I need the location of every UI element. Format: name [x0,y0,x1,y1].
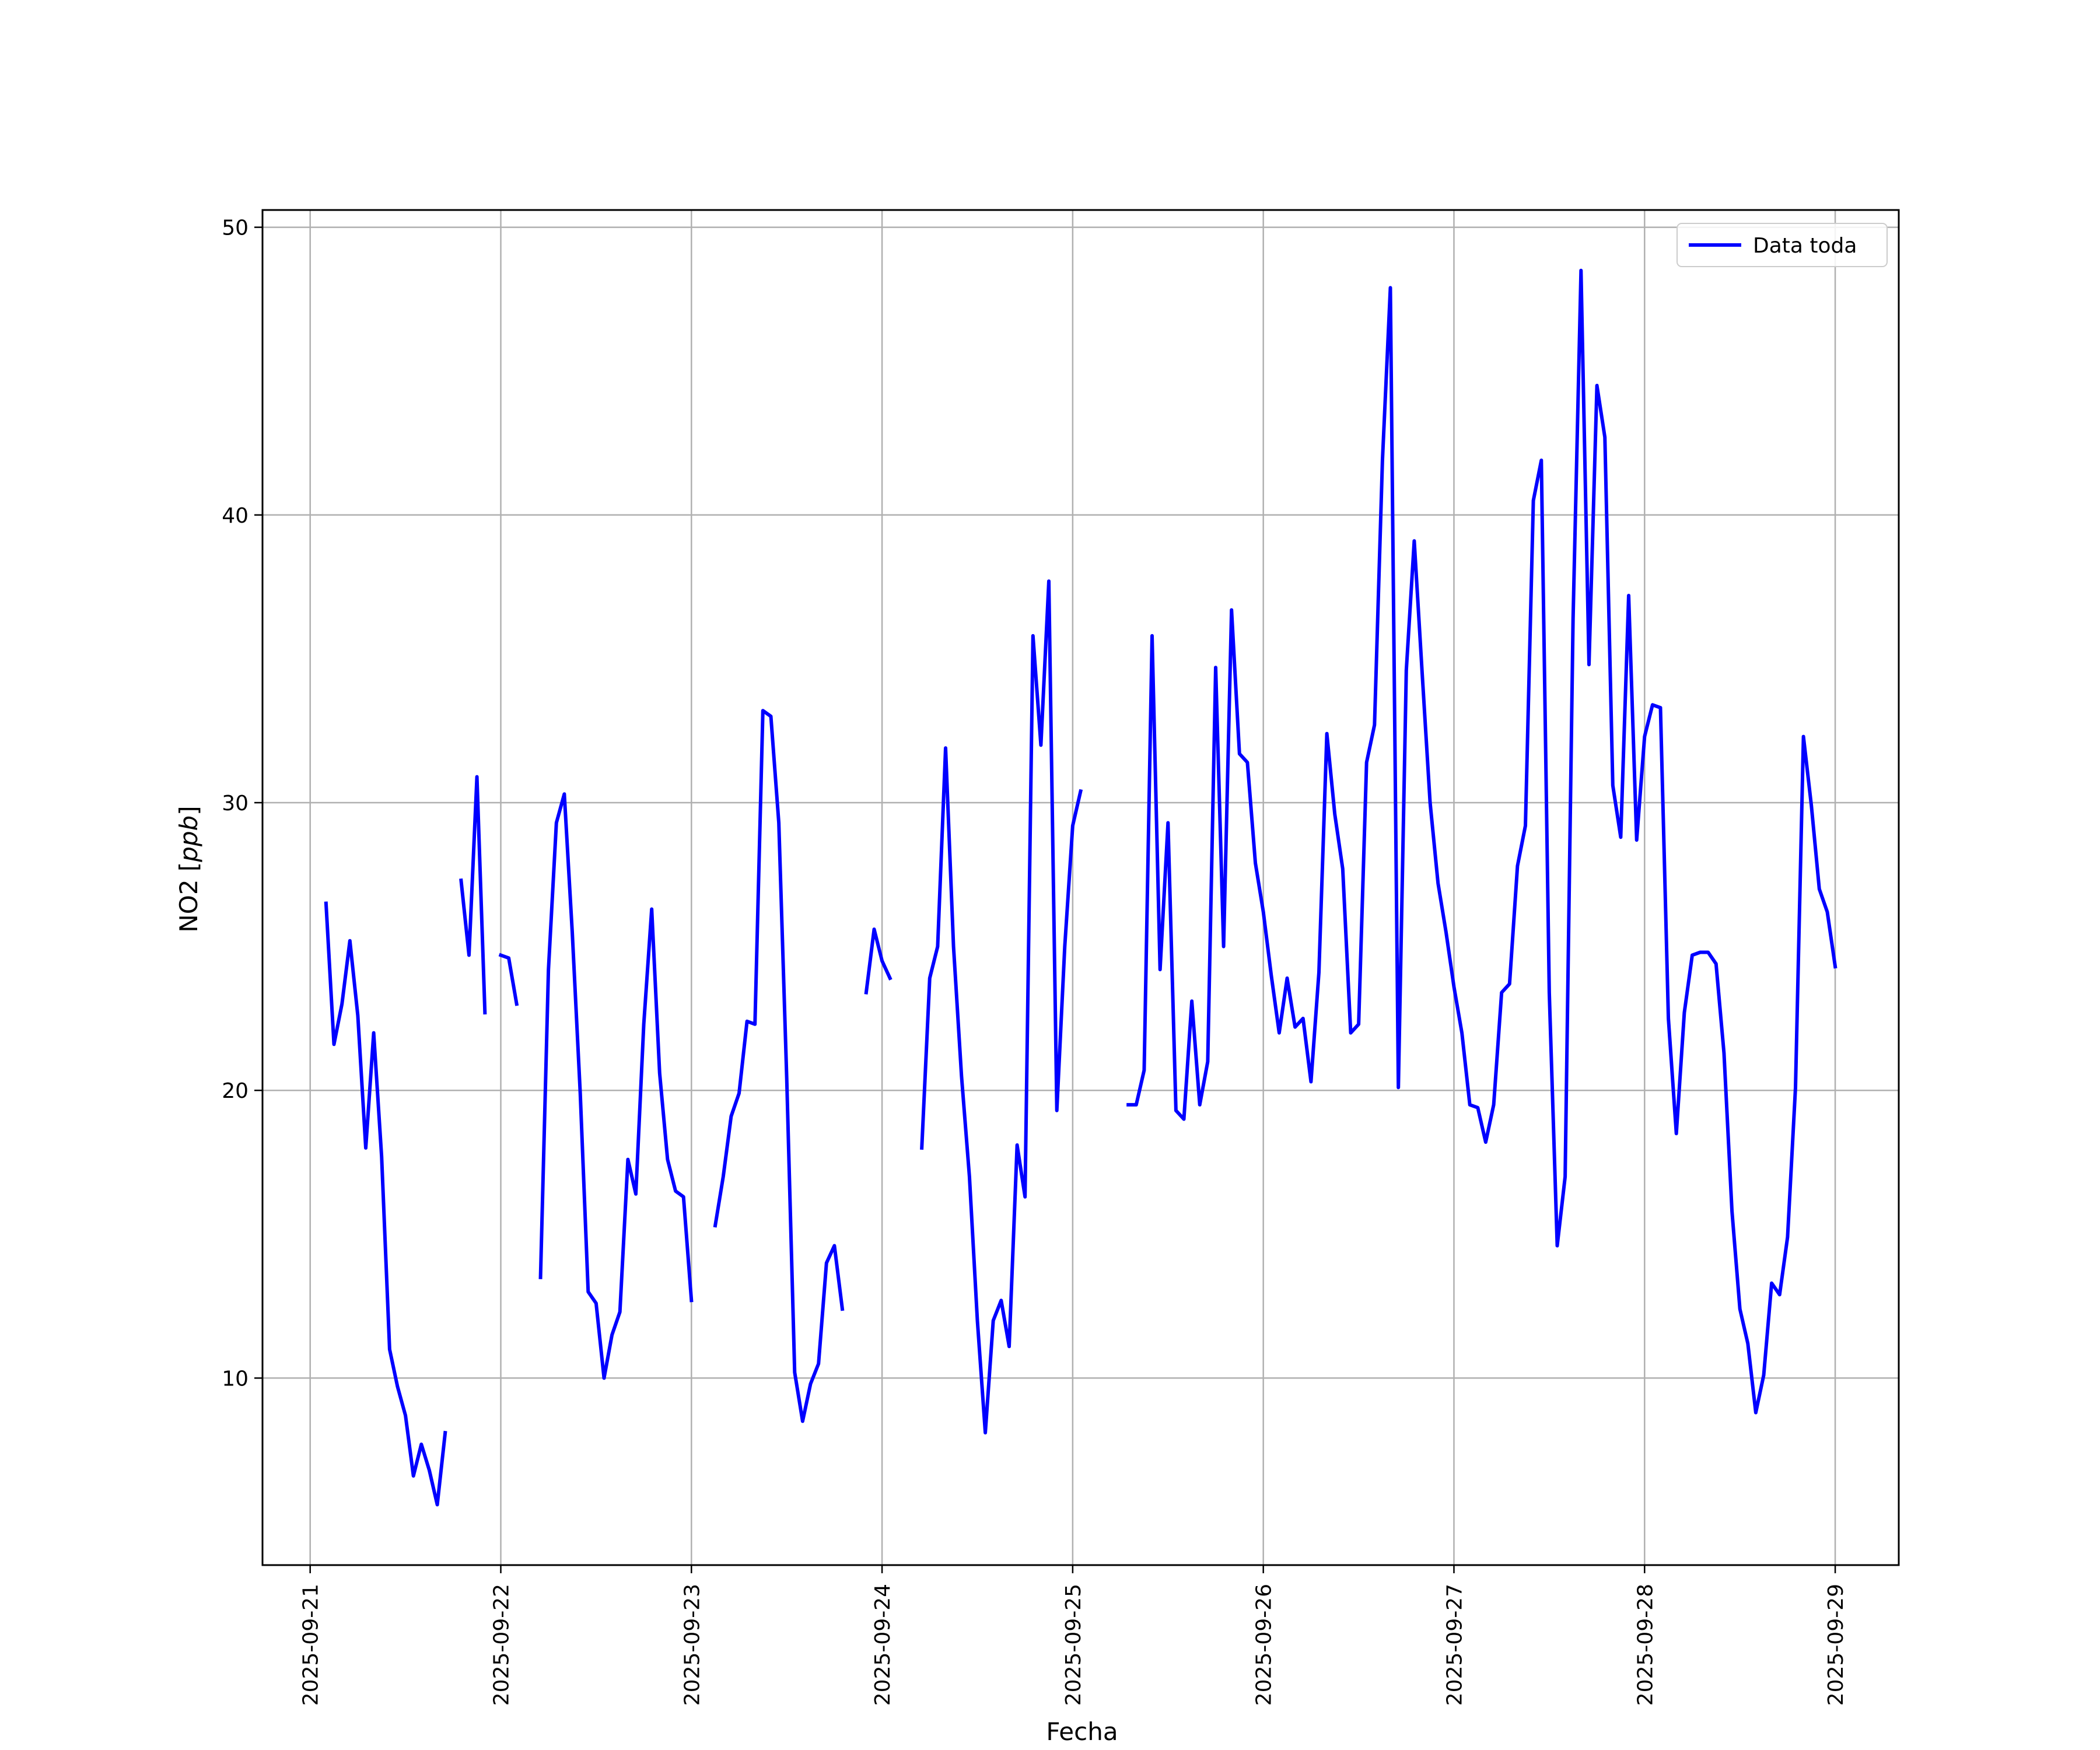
x-tick-label: 2025-09-23 [680,1584,704,1706]
y-tick-label: 20 [222,1079,249,1103]
y-tick-label: 10 [222,1367,249,1391]
x-tick-label: 2025-09-28 [1633,1584,1657,1706]
y-axis-label-close: ] [174,806,203,815]
x-tick-label: 2025-09-29 [1824,1584,1848,1706]
series-line-segment [920,579,1083,1435]
series-line-segment [713,709,845,1423]
x-axis-label: Fecha [1046,1717,1118,1746]
x-tick-label: 2025-09-24 [871,1584,895,1706]
y-axis-label-base: NO2 [ [174,862,203,933]
y-axis-label-unit: ppb [174,816,203,863]
axes-frame [261,209,1900,1566]
series-line-segment [498,953,519,1006]
x-tick-label: 2025-09-26 [1252,1584,1276,1706]
legend: Data toda [1676,223,1888,267]
x-tick-label: 2025-09-25 [1062,1584,1086,1706]
series-line-segment [864,928,892,995]
y-tick-label: 50 [222,216,249,240]
grid-lines [262,210,1899,1565]
x-tick-label: 2025-09-27 [1443,1584,1466,1706]
y-tick-label: 40 [222,504,249,528]
series-line-segment [459,775,487,1015]
x-tick-label: 2025-09-21 [299,1584,323,1706]
x-tick-label: 2025-09-22 [489,1584,513,1706]
plot-area [324,268,1838,1507]
series-line-segment [538,792,694,1380]
series-line-segment [324,901,447,1507]
series-line-segment [1126,268,1838,1415]
legend-box [1676,223,1888,267]
y-tick-label: 30 [222,792,249,816]
legend-label-data-toda: Data toda [1753,234,1857,258]
y-axis-label: NO2 [ppb] [174,806,203,932]
axis-ticks: 2025-09-21 2025-09-22 2025-09-23 2025-09-24… [222,216,1848,1706]
